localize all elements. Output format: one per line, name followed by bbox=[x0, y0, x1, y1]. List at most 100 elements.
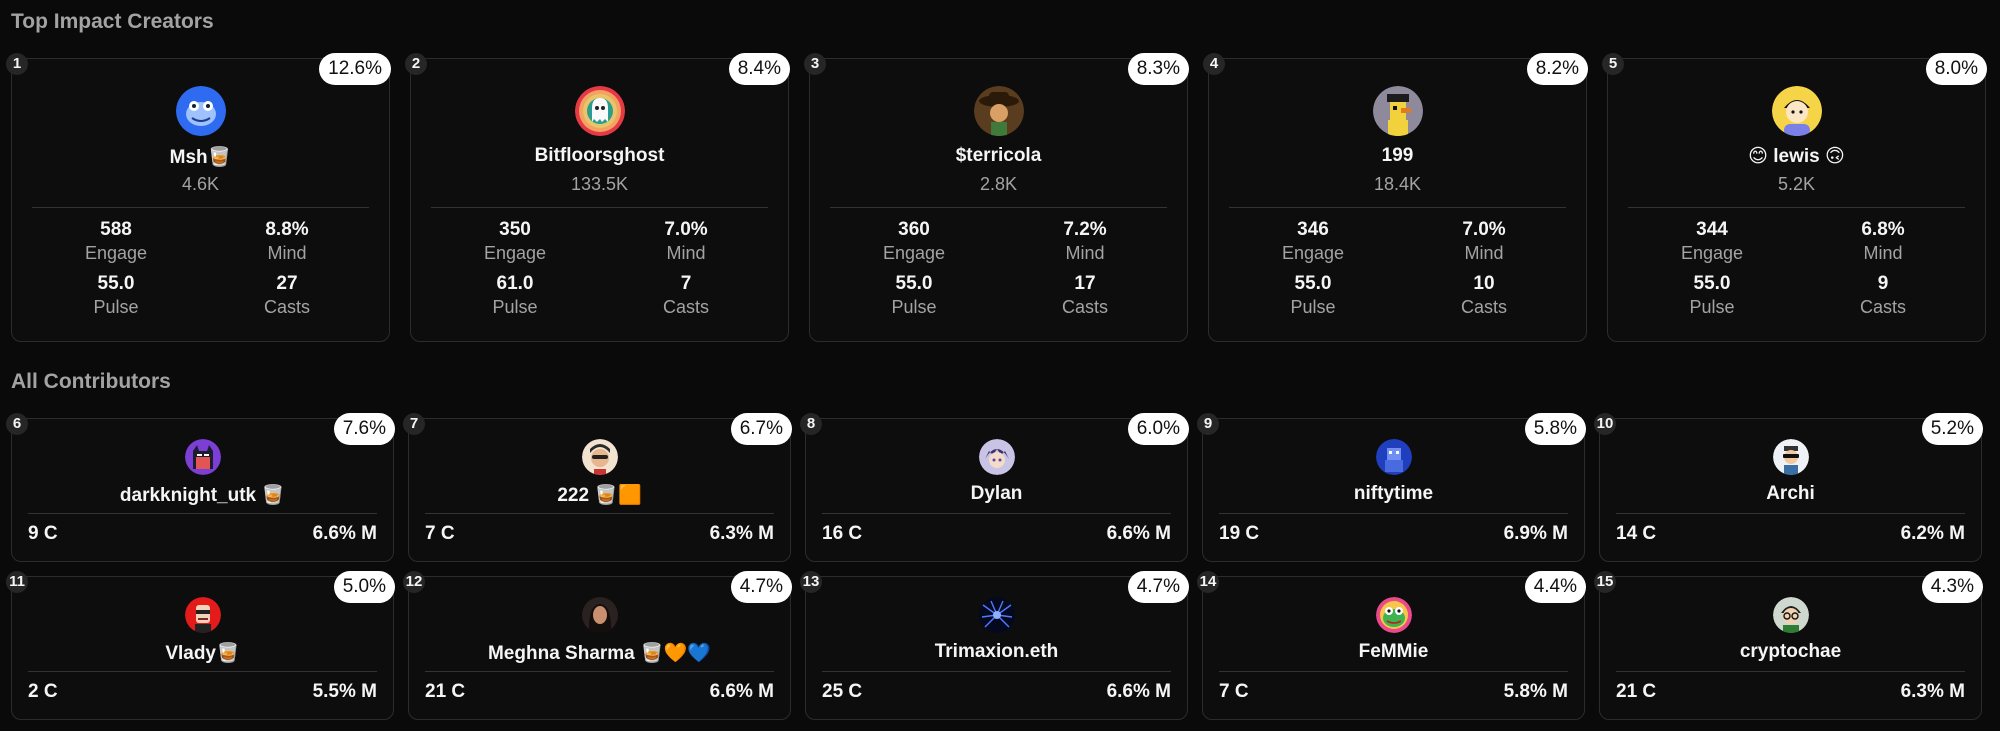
mind-share: 6.6% M bbox=[1106, 523, 1171, 544]
contributor-name[interactable]: Vlady🥃 bbox=[165, 643, 240, 664]
contributor-card[interactable]: 11 5.0% Vlady🥃 2 C 5.5% M bbox=[6, 571, 395, 720]
creator-name[interactable]: $terricola bbox=[955, 145, 1042, 166]
contributor-card[interactable]: 12 4.7% Meghna Sharma 🥃🧡💙 21 C 6.6% M bbox=[403, 571, 792, 720]
creator-name[interactable]: Msh🥃 bbox=[169, 147, 232, 168]
casts-count: 16 C bbox=[822, 523, 863, 544]
mind-stat: 7.2% Mind bbox=[1063, 219, 1107, 263]
mind-stat: 7.0% Mind bbox=[664, 219, 708, 263]
impact-percent-badge: 5.8% bbox=[1524, 413, 1586, 445]
mind-share: 6.3% M bbox=[709, 523, 774, 544]
blue-robot-avatar[interactable] bbox=[1375, 439, 1412, 475]
divider bbox=[425, 513, 774, 514]
contributor-name[interactable]: 222 🥃🟧 bbox=[557, 485, 642, 506]
rank-badge: 1 bbox=[6, 53, 28, 75]
pixel-duck-avatar[interactable] bbox=[1372, 86, 1423, 136]
impact-percent-badge: 6.0% bbox=[1127, 413, 1189, 445]
sunglasses-avatar[interactable] bbox=[1772, 439, 1809, 475]
creator-name[interactable]: 199 bbox=[1381, 145, 1414, 166]
mind-stat: 8.8% Mind bbox=[265, 219, 309, 263]
divider bbox=[830, 207, 1167, 208]
creator-name[interactable]: Bitfloorsghost bbox=[534, 145, 665, 166]
divider bbox=[28, 671, 377, 672]
casts-stat: 10 Casts bbox=[1460, 273, 1507, 317]
impact-percent-badge: 8.3% bbox=[1127, 53, 1189, 85]
mind-share: 6.3% M bbox=[1900, 681, 1965, 702]
engage-stat: 346 Engage bbox=[1281, 219, 1345, 263]
follower-count: 2.8K bbox=[979, 174, 1018, 194]
casts-count: 7 C bbox=[1219, 681, 1249, 702]
contributor-card[interactable]: 8 6.0% Dylan 16 C 6.6% M bbox=[800, 413, 1189, 562]
contributor-name[interactable]: Archi bbox=[1766, 483, 1815, 504]
contributor-card[interactable]: 9 5.8% niftytime 19 C 6.9% M bbox=[1197, 413, 1586, 562]
contributor-card[interactable]: 6 7.6% darkknight_utk 🥃 9 C 6.6% M bbox=[6, 413, 395, 562]
woman-portrait-avatar[interactable] bbox=[581, 597, 618, 633]
creator-card[interactable]: 1 12.6% Msh🥃 4.6K 588 Engage 8.8% Mind 55.… bbox=[6, 53, 391, 342]
contributor-card[interactable]: 13 4.7% Trimaxion.eth 25 C 6.6% M bbox=[800, 571, 1189, 720]
red-character-avatar[interactable] bbox=[184, 597, 221, 633]
rainbow-ghost-avatar[interactable] bbox=[574, 86, 625, 136]
divider bbox=[822, 671, 1171, 672]
impact-percent-badge: 4.4% bbox=[1524, 571, 1586, 603]
colorful-frog-avatar[interactable] bbox=[1375, 597, 1412, 633]
rank-badge: 15 bbox=[1594, 571, 1616, 593]
contributor-card[interactable]: 14 4.4% FeMMie 7 C 5.8% M bbox=[1197, 571, 1586, 720]
rank-badge: 11 bbox=[6, 571, 28, 593]
glasses-character-avatar[interactable] bbox=[1772, 597, 1809, 633]
contributor-card[interactable]: 15 4.3% cryptochae 21 C 6.3% M bbox=[1594, 571, 1983, 720]
masked-face-avatar[interactable] bbox=[581, 439, 618, 475]
mind-share: 6.9% M bbox=[1503, 523, 1568, 544]
contributor-name[interactable]: cryptochae bbox=[1739, 641, 1842, 662]
pulse-stat: 55.0 Pulse bbox=[1290, 273, 1336, 317]
impact-percent-badge: 5.0% bbox=[333, 571, 395, 603]
divider bbox=[1229, 207, 1566, 208]
creator-card[interactable]: 4 8.2% 199 18.4K 346 Engage 7.0% Mind 55.0… bbox=[1203, 53, 1588, 342]
anime-avatar[interactable] bbox=[978, 439, 1015, 475]
impact-percent-badge: 4.7% bbox=[730, 571, 792, 603]
contributor-name[interactable]: Trimaxion.eth bbox=[934, 641, 1059, 662]
contributor-name[interactable]: Dylan bbox=[970, 483, 1023, 504]
mind-share: 6.6% M bbox=[1106, 681, 1171, 702]
contributor-name[interactable]: darkknight_utk 🥃 bbox=[119, 485, 286, 506]
follower-count: 133.5K bbox=[570, 174, 629, 194]
creator-card[interactable]: 3 8.3% $terricola 2.8K 360 Engage 7.2% Min… bbox=[804, 53, 1189, 342]
divider bbox=[1628, 207, 1965, 208]
casts-count: 7 C bbox=[425, 523, 455, 544]
pulse-stat: 61.0 Pulse bbox=[492, 273, 538, 317]
creator-card[interactable]: 2 8.4% Bitfloorsghost 133.5K 350 Engage 7… bbox=[405, 53, 790, 342]
batman-avatar[interactable] bbox=[184, 439, 221, 475]
contributor-card[interactable]: 7 6.7% 222 🥃🟧 7 C 6.3% M bbox=[403, 413, 792, 562]
creator-name[interactable]: 😊 lewis 🙃 bbox=[1748, 146, 1845, 167]
impact-percent-badge: 7.6% bbox=[333, 413, 395, 445]
impact-percent-badge: 12.6% bbox=[319, 53, 391, 85]
rank-badge: 3 bbox=[804, 53, 826, 75]
divider bbox=[425, 671, 774, 672]
spider-avatar[interactable] bbox=[978, 597, 1015, 633]
contributor-name[interactable]: niftytime bbox=[1353, 483, 1434, 504]
casts-count: 21 C bbox=[425, 681, 466, 702]
engage-stat: 350 Engage bbox=[483, 219, 547, 263]
divider bbox=[822, 513, 1171, 514]
rank-badge: 5 bbox=[1602, 53, 1624, 75]
contributor-card[interactable]: 10 5.2% Archi 14 C 6.2% M bbox=[1594, 413, 1983, 562]
blue-frog-avatar[interactable] bbox=[175, 86, 226, 136]
mind-share: 6.6% M bbox=[709, 681, 774, 702]
cartoon-person-avatar[interactable] bbox=[1771, 86, 1822, 136]
impact-percent-badge: 5.2% bbox=[1921, 413, 1983, 445]
engage-stat: 360 Engage bbox=[882, 219, 946, 263]
pulse-stat: 55.0 Pulse bbox=[1689, 273, 1735, 317]
mind-stat: 6.8% Mind bbox=[1861, 219, 1905, 263]
divider bbox=[1616, 671, 1965, 672]
contributors-grid: 6 7.6% darkknight_utk 🥃 9 C 6.6% M 7 6.7… bbox=[6, 413, 1989, 722]
top-creators-grid: 1 12.6% Msh🥃 4.6K 588 Engage 8.8% Mind 55.… bbox=[6, 53, 1989, 342]
contributor-name[interactable]: FeMMie bbox=[1358, 641, 1429, 662]
divider bbox=[28, 513, 377, 514]
rank-badge: 10 bbox=[1594, 413, 1616, 435]
rank-badge: 6 bbox=[6, 413, 28, 435]
pulse-stat: 55.0 Pulse bbox=[891, 273, 937, 317]
rank-badge: 4 bbox=[1203, 53, 1225, 75]
rank-badge: 13 bbox=[800, 571, 822, 593]
contributor-name[interactable]: Meghna Sharma 🥃🧡💙 bbox=[487, 643, 711, 664]
cowboy-portrait-avatar[interactable] bbox=[973, 86, 1024, 136]
divider bbox=[1219, 671, 1568, 672]
creator-card[interactable]: 5 8.0% 😊 lewis 🙃 5.2K 344 Engage 6.8% Mind… bbox=[1602, 53, 1987, 342]
